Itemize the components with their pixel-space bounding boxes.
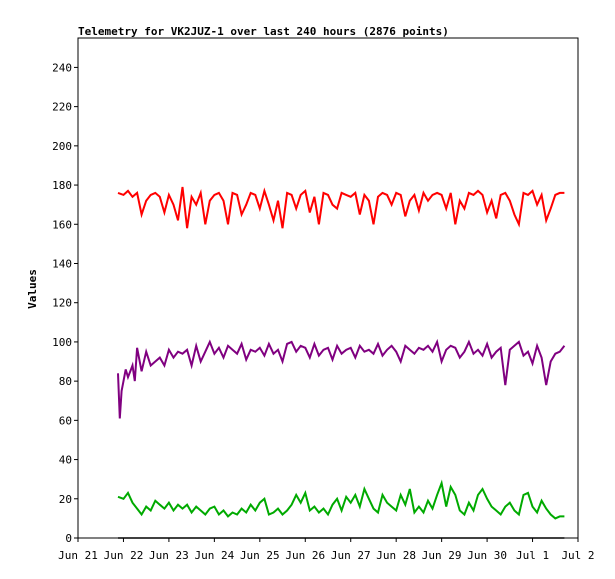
- y-tick-label: 240: [52, 61, 72, 74]
- series-line-1: [117, 186, 565, 229]
- y-tick-label: 200: [52, 140, 72, 153]
- y-tick-label: 180: [52, 179, 72, 192]
- y-tick-label: 100: [52, 336, 72, 349]
- series-line-3: [117, 479, 565, 520]
- x-tick-label: Jun 28: [376, 549, 416, 562]
- x-tick-label: Jun 26: [285, 549, 325, 562]
- y-tick-label: 80: [59, 375, 72, 388]
- y-tick-label: 0: [65, 532, 72, 545]
- x-axis: Jun 21 Jun 22 Jun 23 Jun 24 Jun 25 Jun 26 Jun …: [58, 538, 595, 562]
- y-tick-label: 20: [59, 493, 72, 506]
- x-tick-label: Jul 2: [561, 549, 594, 562]
- y-axis-label: Values: [26, 269, 39, 309]
- x-tick-label: Jun 30: [467, 549, 507, 562]
- x-tick-label: Jun 25: [240, 549, 280, 562]
- y-axis: 0 20 40 60 80 100 120 140 160 180 200 220 240: [52, 61, 78, 545]
- x-tick-label: Jun 27: [331, 549, 371, 562]
- x-tick-label: Jun 23: [149, 549, 189, 562]
- y-tick-label: 220: [52, 101, 72, 114]
- y-tick-label: 40: [59, 454, 72, 467]
- y-tick-label: 60: [59, 414, 72, 427]
- y-tick-label: 160: [52, 218, 72, 231]
- series-layer: [117, 186, 566, 539]
- x-tick-label: Jun 22: [104, 549, 144, 562]
- x-tick-label: Jun 24: [194, 549, 234, 562]
- series-line-2: [117, 338, 566, 419]
- chart-title: Telemetry for VK2JUZ-1 over last 240 hou…: [78, 25, 449, 38]
- x-tick-label: Jul 1: [516, 549, 549, 562]
- y-tick-label: 120: [52, 297, 72, 310]
- y-tick-label: 140: [52, 257, 72, 270]
- x-tick-label: Jun 21: [58, 549, 98, 562]
- x-tick-label: Jun 29: [422, 549, 462, 562]
